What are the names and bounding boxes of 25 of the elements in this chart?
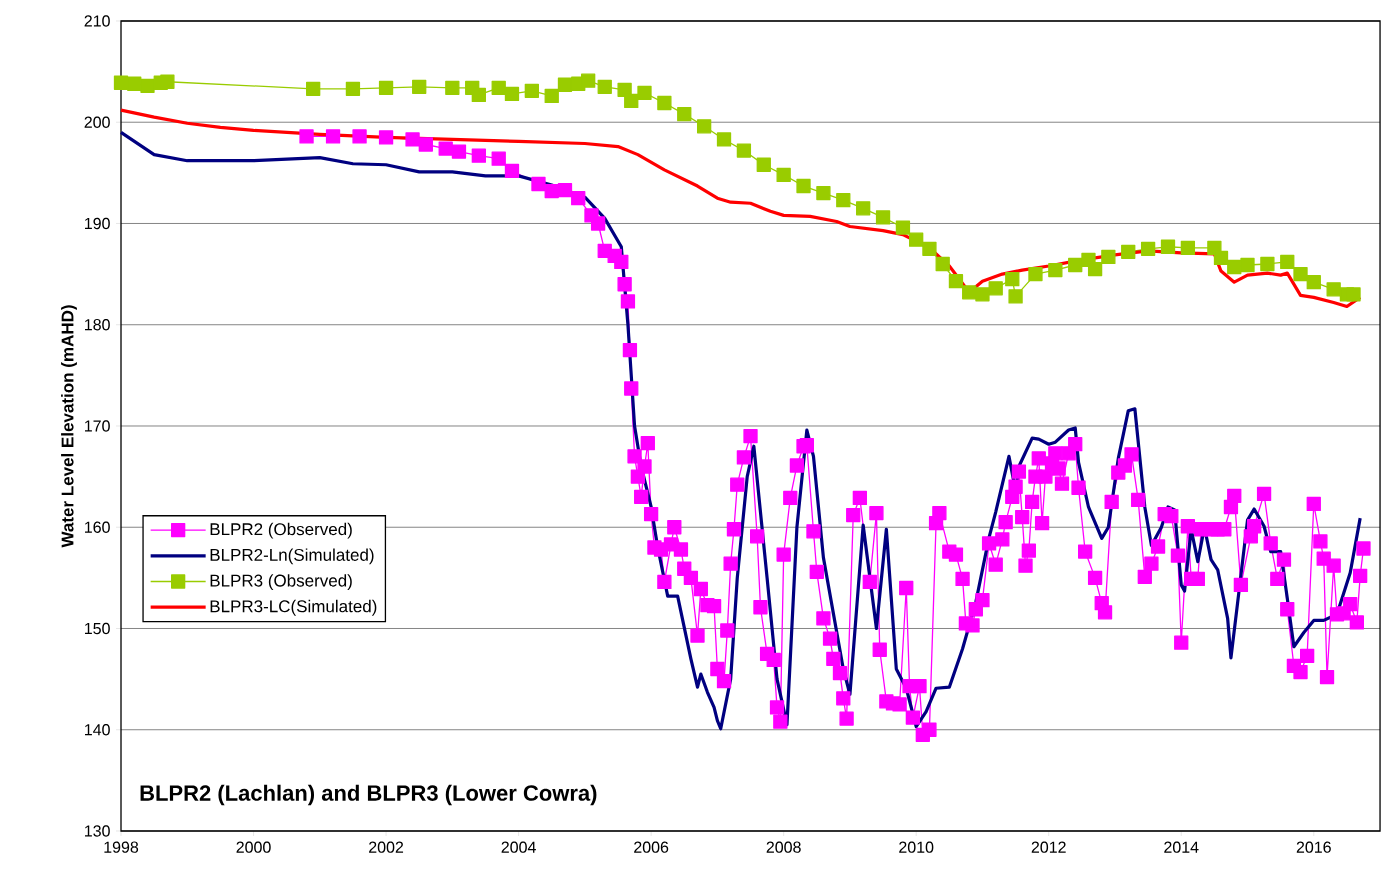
legend-label: BLPR2 (Observed)	[210, 522, 352, 539]
legend-label: BLPR3 (Observed)	[210, 574, 352, 590]
y-tick-label: 190	[85, 217, 110, 230]
y-tick-label: 160	[85, 521, 110, 533]
x-tick-label: 2000	[236, 841, 271, 853]
legend-label: BLPR2-Ln(Simulated)	[210, 548, 374, 565]
x-tick-label: 2004	[501, 841, 536, 853]
y-tick-label: 170	[85, 420, 110, 432]
y-tick-label: 210	[84, 15, 110, 27]
y-tick-label: 180	[85, 319, 110, 331]
x-tick-label: 2006	[634, 841, 669, 853]
x-tick-label: 2002	[369, 841, 404, 853]
x-tick-label: 1998	[104, 841, 139, 853]
text: BLPR2 (Lachlan) and BLPR3 (Lower Cowra)	[140, 784, 597, 806]
x-tick-label: 2010	[899, 841, 934, 853]
x-tick-label: 2012	[1031, 841, 1066, 853]
y-tick-label: 150	[85, 622, 110, 635]
x-tick-label: 2008	[766, 841, 801, 853]
x-tick-label: 2014	[1164, 841, 1199, 853]
y-tick-label: 140	[85, 724, 110, 736]
y-tick-label: 130	[85, 825, 110, 837]
legend-label: BLPR3-LC(Simulated)	[210, 599, 377, 616]
y-axis-title: Water Level Elevation (mAHD)	[61, 305, 77, 548]
y-tick-label: 200	[84, 116, 110, 128]
x-tick-label: 2016	[1296, 841, 1331, 853]
